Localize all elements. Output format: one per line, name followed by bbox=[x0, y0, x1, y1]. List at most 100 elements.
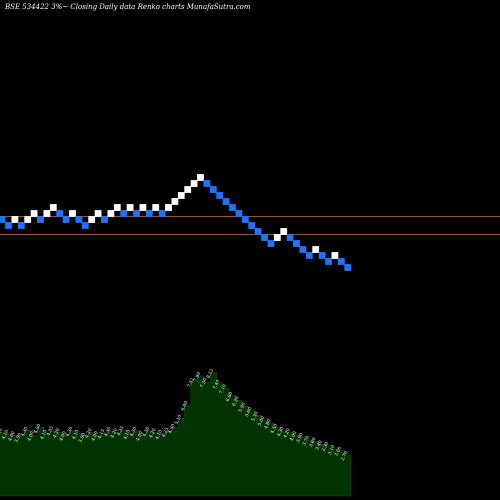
volume-label-24: 4.20 bbox=[148, 427, 158, 439]
renko-brick-29 bbox=[184, 186, 192, 193]
volume-label-30: 7.52 bbox=[186, 377, 196, 389]
renko-bricks bbox=[0, 174, 352, 271]
renko-brick-3 bbox=[17, 222, 25, 229]
renko-brick-44 bbox=[280, 228, 288, 235]
volume-label-33: 8.12 bbox=[205, 368, 215, 380]
volume-label-40: 5.30 bbox=[250, 411, 260, 423]
volume-label-11: 4.30 bbox=[65, 426, 75, 438]
volume-label-14: 4.20 bbox=[84, 427, 94, 439]
volume-label-12: 4.10 bbox=[71, 429, 81, 441]
volume-label-0: 4.20 bbox=[0, 427, 4, 439]
reference-lines bbox=[0, 216, 500, 235]
renko-brick-11 bbox=[69, 210, 76, 217]
volume-label-50: 3.40 bbox=[314, 440, 324, 452]
volume-label-48: 3.70 bbox=[301, 435, 311, 447]
renko-brick-1 bbox=[5, 222, 12, 229]
renko-brick-24 bbox=[152, 204, 160, 211]
renko-brick-19 bbox=[120, 210, 128, 217]
volume-label-2: 4.00 bbox=[7, 430, 17, 442]
renko-brick-22 bbox=[139, 204, 147, 211]
volume-label-45: 4.20 bbox=[282, 427, 292, 439]
volume-label-38: 5.90 bbox=[237, 402, 247, 414]
renko-brick-50 bbox=[318, 252, 326, 259]
renko-brick-41 bbox=[261, 234, 268, 241]
renko-brick-4 bbox=[24, 216, 32, 223]
volume-label-9: 4.20 bbox=[52, 427, 62, 439]
renko-brick-10 bbox=[62, 216, 70, 223]
renko-brick-21 bbox=[133, 210, 140, 217]
volume-label-46: 4.00 bbox=[289, 430, 299, 442]
renko-brick-30 bbox=[190, 180, 198, 187]
renko-brick-54 bbox=[344, 264, 352, 271]
volume-area-path bbox=[0, 372, 352, 497]
renko-brick-36 bbox=[229, 204, 236, 211]
volume-label-13: 3.90 bbox=[77, 432, 87, 444]
renko-brick-38 bbox=[241, 216, 249, 223]
volume-label-41: 5.00 bbox=[257, 415, 267, 427]
volume-label-26: 4.25 bbox=[161, 427, 171, 439]
volume-label-15: 4.00 bbox=[90, 430, 100, 442]
renko-brick-39 bbox=[248, 222, 256, 229]
renko-brick-7 bbox=[43, 210, 51, 217]
renko-brick-52 bbox=[331, 252, 339, 259]
volume-label-39: 5.60 bbox=[244, 406, 254, 418]
renko-brick-51 bbox=[325, 258, 332, 265]
renko-brick-40 bbox=[254, 228, 262, 235]
volume-label-53: 3.00 bbox=[333, 446, 343, 458]
volume-label-16: 4.15 bbox=[97, 428, 107, 440]
renko-brick-49 bbox=[312, 246, 320, 253]
renko-brick-37 bbox=[235, 210, 243, 217]
volume-label-43: 4.50 bbox=[269, 423, 279, 435]
volume-label-25: 4.10 bbox=[154, 429, 164, 441]
volume-label-34: 7.40 bbox=[212, 379, 222, 391]
renko-brick-28 bbox=[177, 192, 185, 199]
renko-brick-15 bbox=[94, 210, 102, 217]
renko-brick-2 bbox=[11, 216, 19, 223]
volume-label-8: 4.35 bbox=[45, 425, 55, 437]
renko-brick-48 bbox=[305, 252, 313, 259]
renko-brick-34 bbox=[216, 192, 224, 199]
renko-brick-42 bbox=[267, 240, 275, 247]
volume-label-32: 7.50 bbox=[199, 377, 209, 389]
renko-brick-6 bbox=[37, 216, 44, 223]
renko-brick-23 bbox=[145, 210, 153, 217]
volume-label-36: 6.60 bbox=[225, 391, 235, 403]
renko-brick-32 bbox=[203, 180, 211, 187]
volume-label-3: 3.90 bbox=[13, 432, 23, 444]
renko-brick-27 bbox=[171, 198, 179, 205]
volume-label-42: 4.80 bbox=[263, 418, 273, 430]
volume-label-6: 4.50 bbox=[33, 423, 43, 435]
volume-label-20: 4.10 bbox=[122, 429, 132, 441]
volume-label-23: 4.30 bbox=[141, 426, 151, 438]
renko-brick-16 bbox=[101, 216, 108, 223]
volume-label-18: 4.20 bbox=[109, 427, 119, 439]
renko-brick-12 bbox=[75, 216, 83, 223]
renko-brick-0 bbox=[0, 216, 6, 223]
renko-brick-43 bbox=[273, 234, 281, 241]
volume-label-28: 5.10 bbox=[173, 414, 183, 426]
renko-brick-35 bbox=[222, 198, 230, 205]
volume-label-35: 7.10 bbox=[218, 383, 228, 395]
volume-label-5: 4.00 bbox=[26, 430, 36, 442]
volume-labels: 4.204.104.003.904.304.004.504.104.354.20… bbox=[0, 368, 350, 462]
volume-label-47: 3.90 bbox=[295, 432, 305, 444]
volume-area bbox=[0, 372, 352, 497]
volume-label-17: 4.30 bbox=[103, 426, 113, 438]
renko-brick-45 bbox=[286, 234, 294, 241]
volume-label-51: 3.30 bbox=[321, 441, 331, 453]
renko-brick-13 bbox=[81, 222, 89, 229]
renko-brick-20 bbox=[126, 204, 134, 211]
renko-brick-18 bbox=[113, 204, 121, 211]
renko-brick-25 bbox=[158, 210, 166, 217]
chart-title: BSE 534422 3%~ Closing Daily data Renko … bbox=[4, 3, 251, 11]
renko-brick-33 bbox=[209, 186, 217, 193]
renko-brick-9 bbox=[56, 210, 64, 217]
volume-label-31: 7.90 bbox=[193, 371, 203, 383]
volume-label-37: 6.30 bbox=[231, 395, 241, 407]
renko-brick-17 bbox=[107, 210, 115, 217]
renko-brick-14 bbox=[88, 216, 96, 223]
renko-brick-8 bbox=[49, 204, 57, 211]
volume-label-27: 4.50 bbox=[167, 423, 177, 435]
renko-brick-26 bbox=[165, 204, 172, 211]
